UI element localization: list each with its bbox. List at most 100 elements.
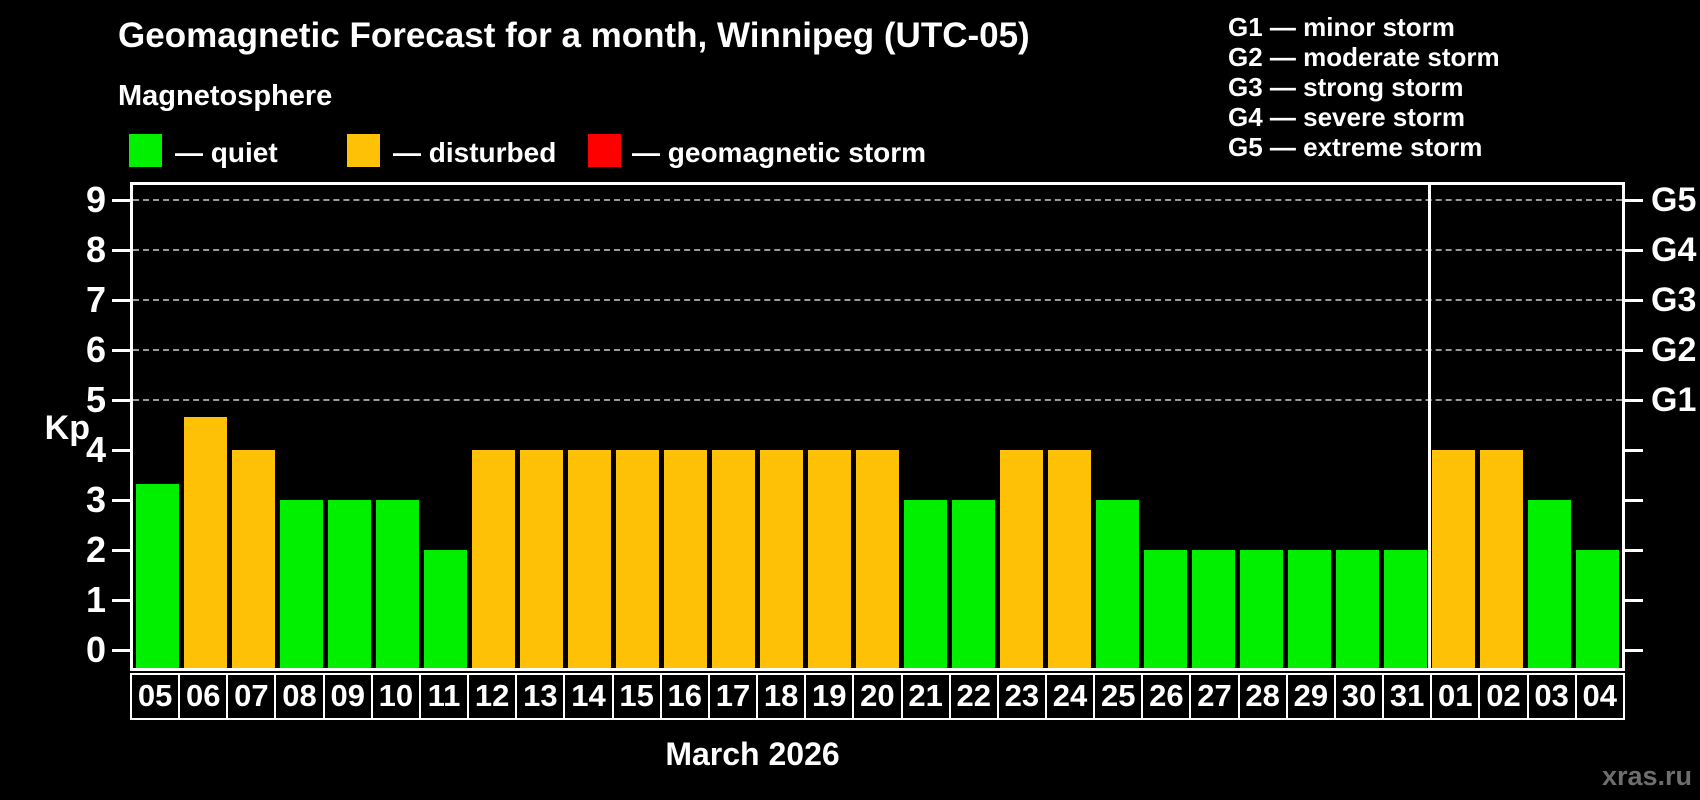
watermark: xras.ru (1601, 761, 1692, 791)
day-label-29: 29 (1285, 673, 1336, 720)
bar-day-11 (423, 550, 467, 668)
y-tick-label-1: 1 (85, 579, 106, 620)
bar-day-20 (855, 450, 899, 668)
day-label-07: 07 (226, 673, 277, 720)
bar-day-16 (663, 450, 707, 668)
y-tick-right-1 (1625, 598, 1643, 602)
day-label-06: 06 (178, 673, 229, 720)
day-label-18: 18 (756, 673, 807, 720)
y-tick-right-6 (1625, 348, 1643, 352)
day-label-30: 30 (1333, 673, 1385, 720)
bar-day-15 (615, 450, 659, 668)
y-tick-left-3 (112, 498, 130, 502)
bar-day-13 (519, 450, 563, 668)
bar-day-10 (375, 500, 419, 668)
day-label-15: 15 (611, 673, 662, 720)
y-tick-left-4 (112, 448, 130, 452)
bar-day-01 (1432, 450, 1476, 668)
day-label-13: 13 (515, 673, 566, 720)
legend-swatch-quiet (129, 134, 162, 167)
y-tick-right-4 (1625, 448, 1643, 452)
y-tick-left-5 (112, 398, 130, 402)
bar-day-25 (1096, 500, 1140, 668)
day-label-03: 03 (1526, 673, 1577, 720)
y-tick-label-2: 2 (85, 529, 106, 570)
bar-day-21 (904, 500, 948, 668)
y-axis-label: Kp (44, 409, 90, 447)
day-label-14: 14 (563, 673, 614, 720)
day-label-17: 17 (707, 673, 759, 720)
y-tick-left-7 (112, 298, 130, 302)
legend-label-storm: — geomagnetic storm (632, 137, 927, 168)
day-label-08: 08 (274, 673, 325, 720)
month-separator-line (1428, 185, 1432, 668)
y-tick-right-0 (1625, 648, 1643, 652)
legend-swatch-storm (588, 134, 621, 167)
y-tick-right-3 (1625, 498, 1643, 502)
bar-day-29 (1288, 550, 1332, 668)
day-label-16: 16 (659, 673, 710, 720)
bar-day-23 (1000, 450, 1044, 668)
bar-day-09 (327, 500, 371, 668)
day-label-12: 12 (467, 673, 518, 720)
day-label-28: 28 (1237, 673, 1288, 720)
day-label-01: 01 (1430, 673, 1481, 720)
g-scale-legend: G1 — minor storm G2 — moderate storm G3 … (1228, 12, 1500, 162)
bar-day-03 (1528, 500, 1572, 668)
day-label-09: 09 (322, 673, 373, 720)
g-legend-line-g1: G1 — minor storm (1228, 12, 1455, 42)
bar-day-26 (1144, 550, 1188, 668)
day-label-10: 10 (370, 673, 421, 720)
y-tick-left-0 (112, 648, 130, 652)
day-label-26: 26 (1141, 673, 1192, 720)
gridline-kp-9 (133, 199, 1622, 201)
gridline-kp-5 (133, 399, 1622, 401)
bar-day-27 (1192, 550, 1236, 668)
y-tick-label-9: 9 (85, 179, 106, 220)
gridline-kp-7 (133, 299, 1622, 301)
day-label-19: 19 (804, 673, 855, 720)
y-tick-left-9 (112, 198, 130, 202)
chart-subtitle: Magnetosphere (118, 80, 333, 112)
bar-day-31 (1384, 550, 1428, 668)
g-scale-label-g4: G4 (1651, 231, 1697, 269)
y-tick-left-2 (112, 548, 130, 552)
bar-day-04 (1576, 550, 1620, 668)
day-label-21: 21 (900, 673, 951, 720)
y-tick-right-2 (1625, 548, 1643, 552)
y-tick-left-8 (112, 248, 130, 252)
g-legend-line-g2: G2 — moderate storm (1228, 42, 1500, 72)
bar-day-17 (711, 450, 755, 668)
g-legend-line-g3: G3 — strong storm (1228, 72, 1464, 102)
bar-day-22 (952, 500, 996, 668)
x-axis-title: March 2026 (665, 736, 840, 772)
bar-day-08 (279, 500, 323, 668)
g-scale-label-g5: G5 (1651, 181, 1697, 219)
y-tick-right-9 (1625, 198, 1643, 202)
bar-day-28 (1240, 550, 1284, 668)
legend-label-quiet: — quiet (175, 137, 278, 168)
day-label-27: 27 (1189, 673, 1240, 720)
y-tick-label-7: 7 (85, 279, 106, 320)
bar-day-30 (1336, 550, 1380, 668)
day-label-24: 24 (1044, 673, 1096, 720)
day-label-25: 25 (1093, 673, 1144, 720)
day-label-31: 31 (1382, 673, 1433, 720)
y-tick-label-0: 0 (85, 629, 106, 670)
bar-day-02 (1480, 450, 1524, 668)
gridline-kp-8 (133, 249, 1622, 251)
y-tick-left-1 (112, 598, 130, 602)
day-label-row: 05 06 07 08 09 10 11 12 13 14 15 16 17 18 19 20 21 22 23 24… (130, 673, 1625, 720)
chart-title: Geomagnetic Forecast for a month, Winnip… (118, 16, 1030, 55)
y-tick-left-6 (112, 348, 130, 352)
gridline-kp-6 (133, 349, 1622, 351)
day-label-20: 20 (852, 673, 903, 720)
bar-day-07 (231, 450, 275, 668)
g-legend-line-g4: G4 — severe storm (1228, 102, 1466, 132)
g-scale-label-g2: G2 (1651, 331, 1697, 369)
bar-day-19 (807, 450, 851, 668)
y-tick-right-8 (1625, 248, 1643, 252)
day-label-11: 11 (418, 673, 470, 720)
y-tick-label-8: 8 (85, 229, 106, 270)
